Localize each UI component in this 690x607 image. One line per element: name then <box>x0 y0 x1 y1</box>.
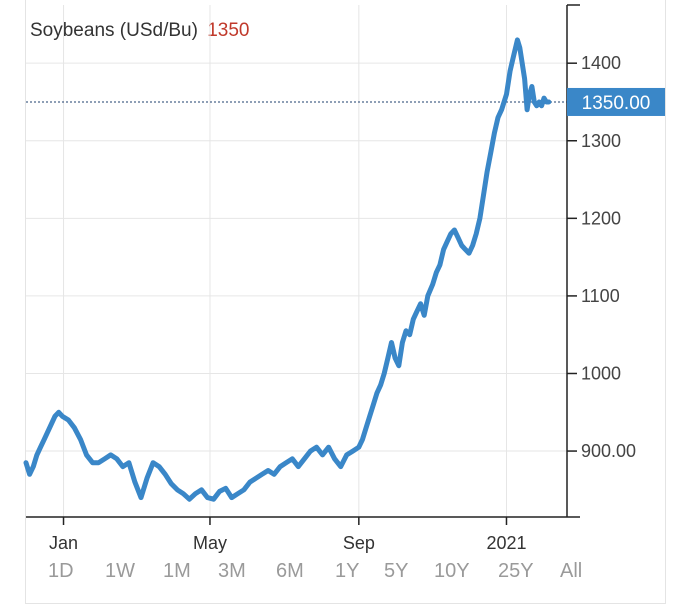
range-selector: 1D 1W 1M 3M 6M 1Y 5Y 10Y 25Y All <box>48 560 608 590</box>
chart-frame <box>25 0 666 604</box>
x-tick-label: Sep <box>343 533 375 553</box>
range-button-10y[interactable]: 10Y <box>434 560 470 582</box>
y-tick-label: 1400 <box>581 53 621 73</box>
current-price-tag: 1350.00 <box>567 87 665 116</box>
range-button-1d[interactable]: 1D <box>48 560 74 582</box>
x-axis-ticks: Jan May Sep 2021 <box>49 517 527 553</box>
series-line-soybeans <box>23 37 552 502</box>
range-button-1m[interactable]: 1M <box>163 560 191 582</box>
price-tag-label: 1350.00 <box>582 93 651 114</box>
instrument-name: Soybeans (USd/Bu) <box>30 20 198 41</box>
y-tick-label: 1300 <box>581 131 621 151</box>
range-button-all[interactable]: All <box>560 560 583 582</box>
x-tick-label: 2021 <box>486 533 526 553</box>
y-axis-ticks: 1400 1300 1200 1100 1000 900.00 <box>567 53 636 461</box>
y-tick-label: 1000 <box>581 363 621 383</box>
range-button-1y[interactable]: 1Y <box>335 560 360 582</box>
y-tick-label: 1200 <box>581 208 621 228</box>
y-tick-label: 900.00 <box>581 441 636 461</box>
grid-lines <box>26 5 567 517</box>
x-tick-label: May <box>193 533 227 553</box>
range-button-6m[interactable]: 6M <box>276 560 304 582</box>
range-button-5y[interactable]: 5Y <box>384 560 409 582</box>
range-button-25y[interactable]: 25Y <box>498 560 534 582</box>
price-tag-background <box>567 87 665 116</box>
chart-title: Soybeans (USd/Bu) 1350 <box>30 20 249 42</box>
last-value: 1350 <box>207 20 250 41</box>
range-button-3m[interactable]: 3M <box>218 560 246 582</box>
range-button-1w[interactable]: 1W <box>105 560 135 582</box>
x-tick-label: Jan <box>49 533 78 553</box>
y-tick-label: 1100 <box>581 286 620 306</box>
